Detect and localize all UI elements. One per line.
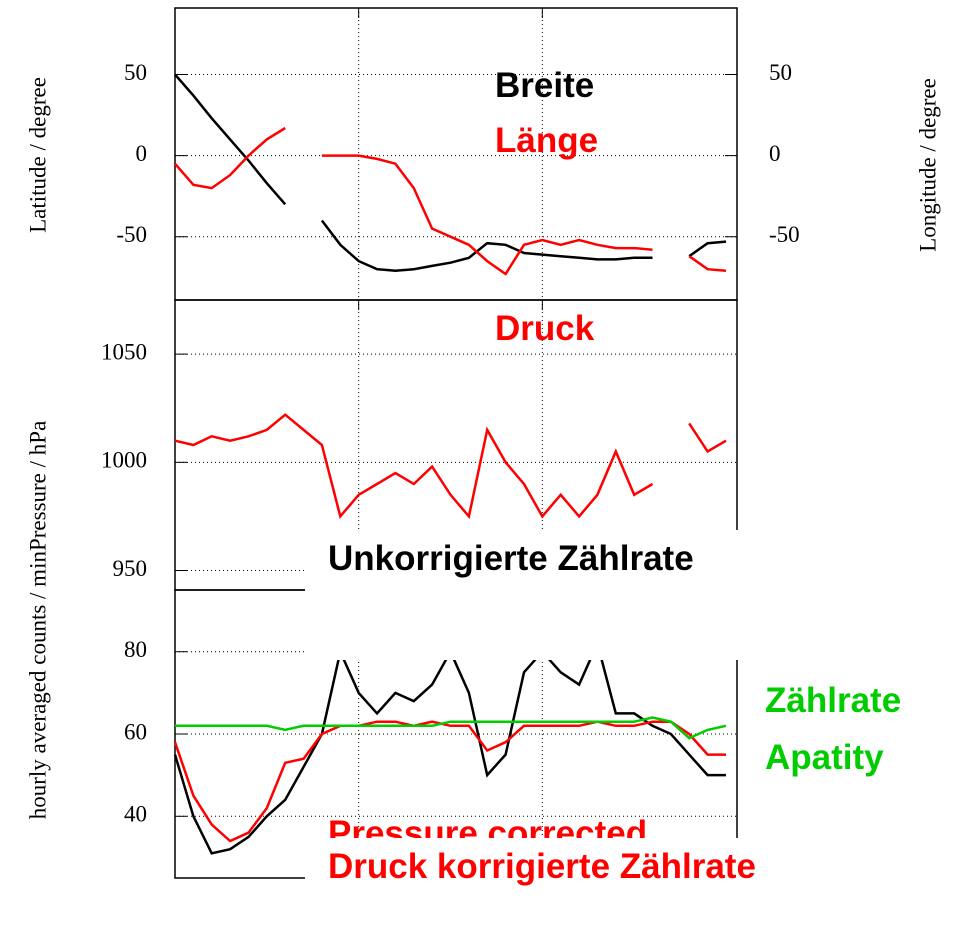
- y-tick-label: -50: [116, 222, 147, 247]
- y-tick-label: 60: [124, 719, 147, 744]
- data-line: [174, 126, 727, 276]
- y2-axis-label: Longitude / degree: [915, 78, 940, 252]
- data-line: [174, 73, 727, 273]
- y-axis-label: hourly averaged counts / minPressure / h…: [25, 421, 50, 820]
- legend-label: Druck: [495, 309, 595, 348]
- legend-label: Zählrate Apatity: [765, 681, 902, 777]
- legend-label: Druck korrigierte Zählrate: [305, 838, 760, 947]
- y-axis-label: Latitude / degree: [25, 77, 50, 233]
- data-line: [173, 720, 726, 843]
- y-tick-label: 0: [136, 141, 148, 166]
- y-tick-label: 1000: [101, 448, 147, 473]
- y-tick-label: 1050: [101, 339, 147, 364]
- y-tick-label: 950: [113, 556, 148, 581]
- legend-label: Länge: [495, 121, 599, 160]
- data-line: [175, 716, 727, 740]
- y2-tick-label: 50: [769, 60, 792, 85]
- y-tick-label: 50: [124, 60, 147, 85]
- plot-frame: [174, 7, 738, 301]
- y-tick-label: 40: [124, 802, 147, 827]
- y2-tick-label: -50: [769, 222, 800, 247]
- data-line: [174, 413, 727, 520]
- legend-label: Unkorrigierte Zählrate: [305, 530, 738, 660]
- y2-tick-label: 0: [769, 141, 781, 166]
- legend-label: Breite: [495, 66, 595, 105]
- y-tick-label: 80: [124, 637, 147, 662]
